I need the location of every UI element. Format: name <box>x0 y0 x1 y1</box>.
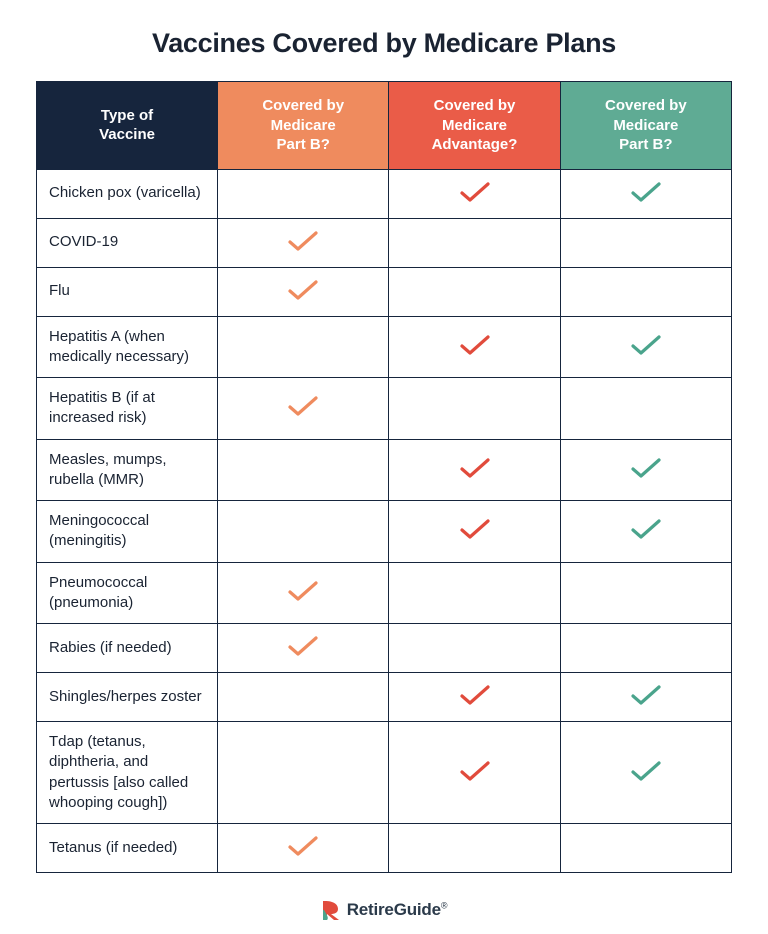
coverage-cell <box>560 624 731 673</box>
coverage-cell <box>218 169 389 218</box>
coverage-cell <box>389 378 560 440</box>
coverage-cell <box>389 673 560 722</box>
footer-logo: RetireGuide® <box>36 899 732 921</box>
check-icon <box>458 528 492 545</box>
coverage-cell <box>389 722 560 824</box>
vaccine-name: Tdap (tetanus, diphtheria, and pertussis… <box>37 722 218 824</box>
coverage-cell <box>389 562 560 624</box>
check-icon <box>286 845 320 862</box>
table-row: Pneumococcal (pneumonia) <box>37 562 732 624</box>
coverage-cell <box>218 824 389 873</box>
coverage-cell <box>560 501 731 563</box>
coverage-cell <box>389 501 560 563</box>
coverage-cell <box>560 562 731 624</box>
vaccine-name: Flu <box>37 267 218 316</box>
check-icon <box>458 191 492 208</box>
coverage-cell <box>218 673 389 722</box>
vaccine-name: Meningococcal (meningitis) <box>37 501 218 563</box>
table-row: COVID-19 <box>37 218 732 267</box>
check-icon <box>286 289 320 306</box>
vaccine-coverage-table: Type ofVaccineCovered byMedicarePart B?C… <box>36 81 732 873</box>
vaccine-name: Shingles/herpes zoster <box>37 673 218 722</box>
coverage-cell <box>218 316 389 378</box>
vaccine-name: Hepatitis A (when medically necessary) <box>37 316 218 378</box>
check-icon <box>286 645 320 662</box>
coverage-cell <box>560 267 731 316</box>
column-header-2: Covered byMedicareAdvantage? <box>389 82 560 170</box>
check-icon <box>629 694 663 711</box>
logo-icon <box>321 899 341 921</box>
table-row: Meningococcal (meningitis) <box>37 501 732 563</box>
coverage-cell <box>218 501 389 563</box>
coverage-cell <box>560 673 731 722</box>
logo-text: RetireGuide® <box>347 900 448 920</box>
column-header-1: Covered byMedicarePart B? <box>218 82 389 170</box>
vaccine-name: Measles, mumps, rubella (MMR) <box>37 439 218 501</box>
coverage-cell <box>560 169 731 218</box>
vaccine-name: Hepatitis B (if at increased risk) <box>37 378 218 440</box>
coverage-cell <box>218 218 389 267</box>
check-icon <box>629 770 663 787</box>
coverage-cell <box>218 722 389 824</box>
coverage-cell <box>560 316 731 378</box>
table-row: Rabies (if needed) <box>37 624 732 673</box>
coverage-cell <box>218 439 389 501</box>
coverage-cell <box>389 316 560 378</box>
table-row: Hepatitis A (when medically necessary) <box>37 316 732 378</box>
check-icon <box>286 240 320 257</box>
coverage-cell <box>218 378 389 440</box>
coverage-cell <box>218 562 389 624</box>
coverage-cell <box>389 624 560 673</box>
check-icon <box>286 590 320 607</box>
check-icon <box>458 467 492 484</box>
coverage-cell <box>389 218 560 267</box>
coverage-cell <box>389 267 560 316</box>
table-row: Measles, mumps, rubella (MMR) <box>37 439 732 501</box>
table-row: Flu <box>37 267 732 316</box>
check-icon <box>629 528 663 545</box>
coverage-cell <box>218 624 389 673</box>
vaccine-name: COVID-19 <box>37 218 218 267</box>
page-title: Vaccines Covered by Medicare Plans <box>36 28 732 59</box>
column-header-3: Covered byMedicarePart B? <box>560 82 731 170</box>
table-header: Type ofVaccineCovered byMedicarePart B?C… <box>37 82 732 170</box>
coverage-cell <box>560 378 731 440</box>
table-row: Tdap (tetanus, diphtheria, and pertussis… <box>37 722 732 824</box>
table-row: Hepatitis B (if at increased risk) <box>37 378 732 440</box>
coverage-cell <box>560 218 731 267</box>
table-row: Shingles/herpes zoster <box>37 673 732 722</box>
table-row: Tetanus (if needed) <box>37 824 732 873</box>
coverage-cell <box>389 169 560 218</box>
check-icon <box>458 770 492 787</box>
coverage-cell <box>560 439 731 501</box>
check-icon <box>629 344 663 361</box>
coverage-cell <box>560 824 731 873</box>
vaccine-name: Pneumococcal (pneumonia) <box>37 562 218 624</box>
check-icon <box>629 191 663 208</box>
vaccine-name: Tetanus (if needed) <box>37 824 218 873</box>
check-icon <box>629 467 663 484</box>
coverage-cell <box>389 439 560 501</box>
column-header-0: Type ofVaccine <box>37 82 218 170</box>
check-icon <box>458 344 492 361</box>
vaccine-name: Rabies (if needed) <box>37 624 218 673</box>
table-row: Chicken pox (varicella) <box>37 169 732 218</box>
vaccine-name: Chicken pox (varicella) <box>37 169 218 218</box>
coverage-cell <box>218 267 389 316</box>
check-icon <box>286 405 320 422</box>
table-body: Chicken pox (varicella)COVID-19FluHepati… <box>37 169 732 873</box>
coverage-cell <box>560 722 731 824</box>
check-icon <box>458 694 492 711</box>
coverage-cell <box>389 824 560 873</box>
